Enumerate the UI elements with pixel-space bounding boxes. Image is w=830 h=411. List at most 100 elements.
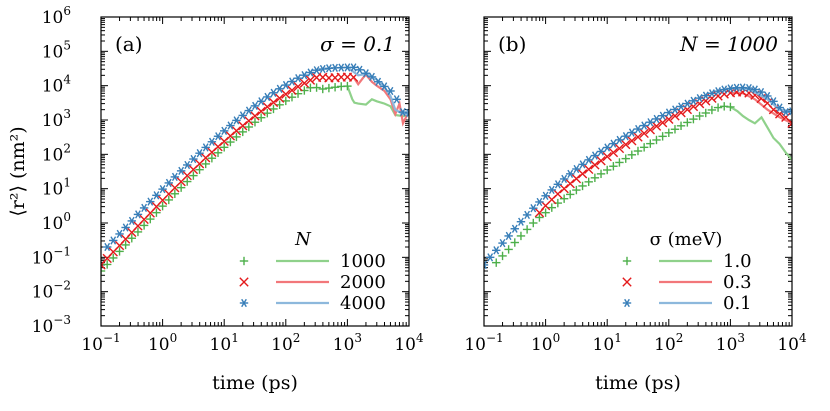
data-point bbox=[220, 126, 229, 135]
data-point bbox=[492, 258, 501, 267]
data-point bbox=[713, 103, 723, 112]
data-point bbox=[683, 99, 692, 108]
data-point bbox=[263, 108, 272, 118]
data-point bbox=[522, 210, 532, 220]
data-point bbox=[158, 184, 167, 194]
legend-entry: 0.3 bbox=[723, 272, 752, 293]
data-point bbox=[299, 78, 310, 88]
legend: σ (meV)1.00.30.1 bbox=[622, 229, 752, 314]
data-point bbox=[658, 111, 667, 120]
data-point bbox=[256, 97, 266, 106]
data-point bbox=[781, 107, 791, 117]
data-point bbox=[318, 64, 327, 74]
panel-annotation: N = 1000 bbox=[679, 32, 778, 56]
data-point bbox=[608, 147, 619, 158]
data-point bbox=[127, 234, 136, 243]
data-point bbox=[639, 128, 649, 139]
x-tick-label: 10−1 bbox=[464, 331, 503, 355]
data-point bbox=[380, 82, 389, 91]
x-tick-label: 101 bbox=[593, 331, 622, 355]
legend-title: σ (meV) bbox=[650, 229, 723, 250]
data-point bbox=[220, 143, 229, 152]
data-point bbox=[146, 197, 155, 206]
data-point bbox=[312, 83, 321, 92]
data-point bbox=[109, 253, 118, 263]
legend-marker bbox=[622, 277, 632, 287]
data-point bbox=[695, 94, 704, 103]
data-point bbox=[176, 183, 186, 192]
data-point bbox=[306, 68, 315, 77]
data-point bbox=[226, 137, 235, 147]
data-point bbox=[281, 80, 290, 90]
data-point bbox=[676, 121, 686, 131]
x-tick-label: 103 bbox=[716, 331, 745, 355]
data-point bbox=[627, 128, 637, 137]
y-tick-label: 106 bbox=[42, 4, 71, 28]
data-point bbox=[603, 165, 612, 175]
data-point bbox=[109, 236, 118, 245]
series-0.1 bbox=[484, 83, 792, 270]
legend-marker bbox=[239, 256, 249, 266]
data-point bbox=[121, 240, 130, 250]
data-point bbox=[652, 114, 661, 124]
data-point bbox=[670, 105, 680, 114]
y-tick-label: 102 bbox=[42, 141, 71, 165]
data-point bbox=[244, 122, 254, 132]
data-point bbox=[615, 135, 624, 145]
data-point bbox=[602, 151, 612, 162]
data-point bbox=[195, 165, 204, 174]
series-4000 bbox=[102, 63, 409, 252]
data-point bbox=[201, 159, 210, 169]
data-point bbox=[492, 246, 501, 255]
data-point bbox=[318, 84, 327, 94]
data-point bbox=[787, 107, 792, 116]
axis-ticks bbox=[100, 16, 410, 327]
data-point bbox=[324, 83, 334, 93]
x-tick-label: 10−1 bbox=[81, 331, 120, 355]
data-point bbox=[596, 169, 606, 179]
legend-entry: 0.1 bbox=[723, 293, 752, 314]
x-tick-label: 104 bbox=[777, 331, 807, 355]
data-point bbox=[213, 148, 223, 157]
data-point bbox=[232, 132, 241, 142]
legend-marker bbox=[239, 298, 249, 308]
data-point bbox=[541, 191, 550, 200]
x-tick-label: 103 bbox=[333, 331, 362, 355]
data-point bbox=[701, 91, 710, 100]
data-point bbox=[133, 210, 143, 219]
data-point bbox=[529, 204, 538, 213]
data-point bbox=[744, 83, 754, 93]
panel-label: (a) bbox=[115, 32, 143, 56]
data-point bbox=[398, 107, 408, 117]
legend-entry: 1000 bbox=[340, 251, 386, 272]
data-point bbox=[695, 111, 704, 121]
data-point bbox=[139, 221, 149, 230]
data-point bbox=[498, 238, 507, 248]
data-point bbox=[646, 118, 655, 127]
data-point bbox=[584, 155, 593, 165]
data-point bbox=[262, 102, 273, 112]
data-point bbox=[312, 66, 321, 75]
y-tick-label: 105 bbox=[42, 38, 71, 62]
data-point bbox=[572, 164, 581, 174]
data-point bbox=[559, 183, 569, 194]
data-point bbox=[510, 224, 519, 233]
data-point bbox=[201, 143, 210, 152]
data-point bbox=[195, 149, 204, 158]
data-point bbox=[269, 88, 278, 97]
series-0.3 bbox=[534, 87, 792, 218]
data-point bbox=[584, 177, 593, 187]
data-point bbox=[547, 203, 556, 212]
data-point bbox=[584, 164, 594, 175]
data-point bbox=[287, 77, 297, 86]
data-point bbox=[726, 84, 735, 93]
data-point bbox=[256, 113, 266, 122]
y-tick-label: 104 bbox=[42, 73, 72, 97]
legend-entry: 2000 bbox=[340, 272, 386, 293]
data-point bbox=[349, 63, 358, 72]
data-point bbox=[614, 143, 625, 154]
data-point bbox=[238, 127, 247, 137]
data-point bbox=[485, 253, 495, 262]
data-point bbox=[676, 102, 686, 111]
data-point bbox=[535, 197, 544, 207]
